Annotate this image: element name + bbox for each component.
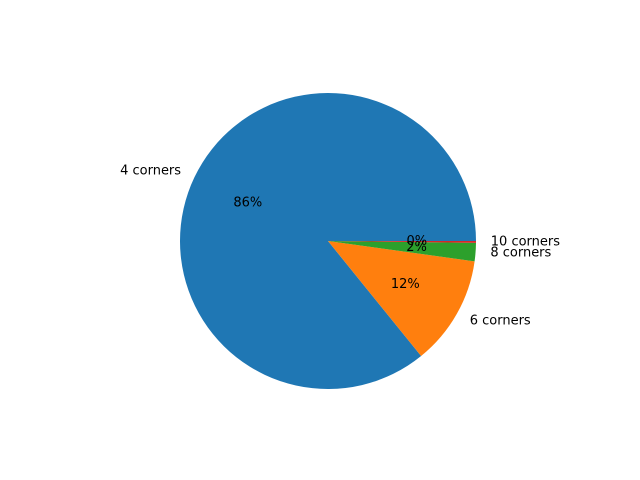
pie-slice-6-corners bbox=[328, 241, 475, 357]
slice-percent-6-corners: 12% bbox=[391, 277, 420, 292]
pie-labels: 4 corners 86% 6 corners 12% 8 corners 2% 10 co… bbox=[120, 163, 560, 328]
slice-label-8-corners: 8 corners bbox=[490, 246, 551, 261]
pie-slice-4-corners bbox=[180, 93, 476, 390]
pie-slice-10-corners bbox=[328, 241, 476, 243]
pie-slices bbox=[180, 93, 476, 390]
slice-label-4-corners: 4 corners bbox=[120, 163, 181, 178]
slice-label-6-corners: 6 corners bbox=[470, 314, 531, 329]
pie-slice-8-corners bbox=[328, 241, 476, 262]
slice-percent-10-corners: 0% bbox=[406, 234, 427, 249]
slice-label-10-corners: 10 corners bbox=[491, 235, 560, 250]
slice-percent-4-corners: 86% bbox=[233, 195, 262, 210]
slice-percent-8-corners: 2% bbox=[406, 240, 427, 255]
